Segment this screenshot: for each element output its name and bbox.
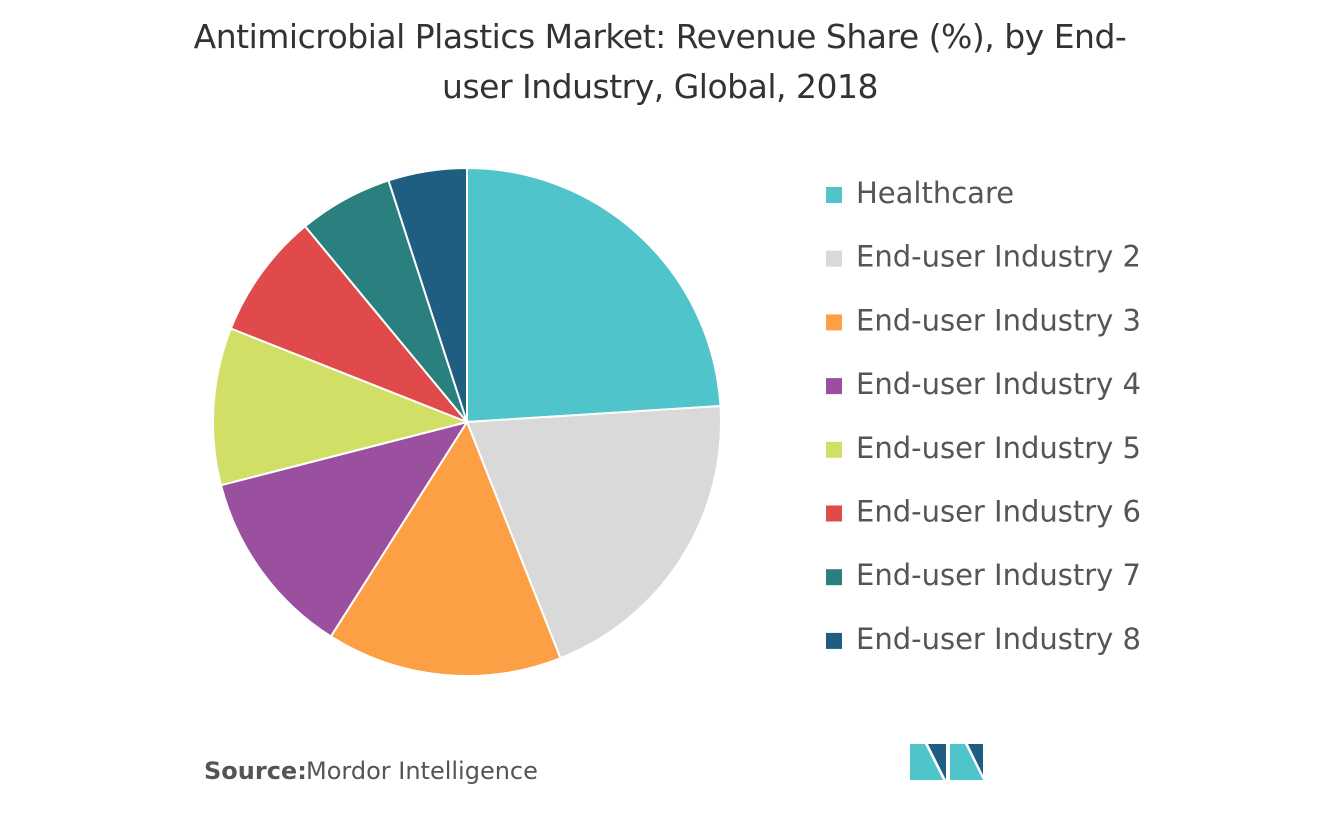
source: Mordor Intelligence [306, 757, 538, 785]
pie-slice [219, 420, 470, 638]
pie-slice [466, 166, 722, 424]
pie-slice [212, 327, 471, 487]
legend-label: End-user Industry 5 [856, 431, 1141, 465]
source-label: Source: [204, 757, 307, 785]
legend-swatch [826, 441, 842, 458]
legend-swatch [826, 569, 842, 586]
pie-slice [229, 224, 468, 423]
legend-swatch [826, 187, 842, 203]
legend-label: End-user Industry 4 [856, 367, 1141, 401]
legend-label: End-user Industry 8 [856, 622, 1141, 656]
legend-swatch [826, 378, 842, 395]
legend-label: End-user Industry 6 [856, 495, 1141, 529]
legend-label: Healthcare [856, 176, 1014, 210]
legend-swatch [826, 314, 842, 331]
chart-title: Antimicrobial Plastics Market: Revenue S… [193, 17, 1127, 106]
legend-swatch [826, 632, 842, 649]
legend-label: End-user Industry 2 [856, 240, 1141, 274]
legend-swatch [826, 250, 842, 267]
legend-label: End-user Industry 7 [856, 558, 1141, 592]
pie-slice [465, 404, 722, 660]
legend-label: End-user Industry 3 [856, 303, 1141, 337]
logo [910, 744, 983, 780]
pie-slice [387, 166, 468, 423]
pie-slice [329, 419, 562, 677]
legend-swatch [826, 505, 842, 522]
